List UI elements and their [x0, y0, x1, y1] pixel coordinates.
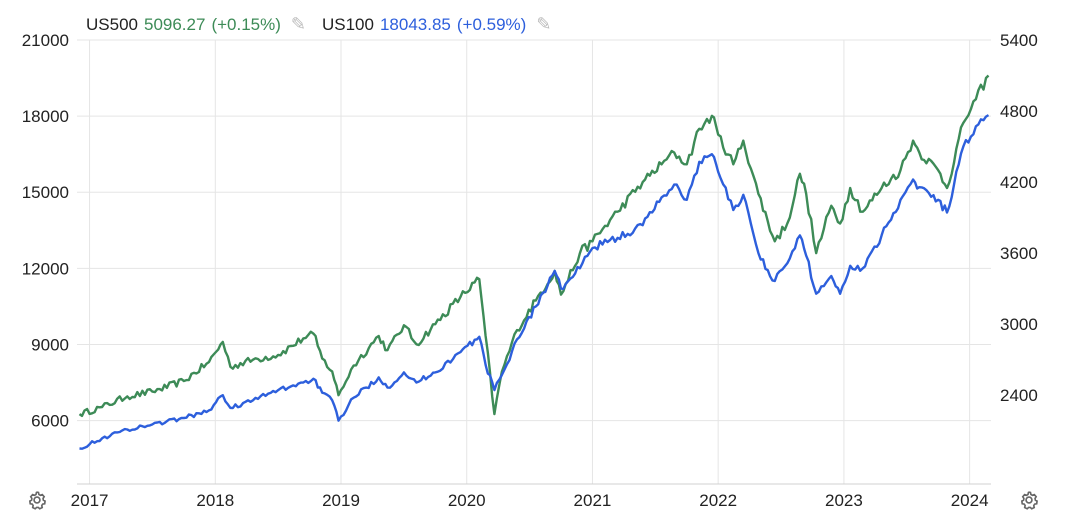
y-left-tick-label: 12000 — [22, 259, 69, 278]
y-left-tick-label: 21000 — [22, 31, 69, 50]
x-tick-label: 2022 — [699, 491, 737, 510]
x-tick-label: 2018 — [196, 491, 234, 510]
y-right-tick-label: 5400 — [1000, 31, 1038, 50]
y-left-tick-label: 15000 — [22, 183, 69, 202]
legend-us500-change: (+0.15%) — [211, 14, 281, 34]
legend-us100-symbol[interactable]: US100 — [321, 14, 374, 34]
series-line-us500 — [78, 74, 990, 418]
legend-us100-value: 18043.85 — [379, 14, 451, 34]
y-right-tick-label: 4800 — [1000, 102, 1038, 121]
y-right-tick-label: 2400 — [1000, 386, 1038, 405]
x-tick-label: 2017 — [71, 491, 109, 510]
pencil-icon[interactable]: ✎ — [290, 14, 306, 34]
x-tick-label: 2019 — [322, 491, 360, 510]
y-right-tick-label: 4200 — [1000, 173, 1038, 192]
gear-icon[interactable] — [1018, 489, 1040, 511]
pencil-icon[interactable]: ✎ — [536, 14, 552, 34]
x-tick-label: 2024 — [951, 491, 989, 510]
legend-us500-symbol[interactable]: US500 — [86, 14, 138, 34]
y-left-tick-label: 9000 — [31, 335, 69, 354]
y-right-tick-label: 3000 — [1000, 315, 1038, 334]
legend-us500-value: 5096.27 — [143, 14, 206, 34]
x-tick-label: 2021 — [574, 491, 612, 510]
x-tick-label: 2020 — [448, 491, 486, 510]
y-left-tick-label: 6000 — [31, 412, 69, 431]
series-line-us100 — [79, 114, 990, 450]
chart-legend: US500 5096.27 (+0.15%) ✎ US100 18043.85 … — [86, 14, 567, 35]
y-right-tick-label: 3600 — [1000, 244, 1038, 263]
x-tick-label: 2023 — [825, 491, 863, 510]
gear-icon[interactable] — [26, 489, 48, 511]
y-left-tick-label: 18000 — [22, 107, 69, 126]
legend-us100-change: (+0.59%) — [456, 14, 527, 34]
